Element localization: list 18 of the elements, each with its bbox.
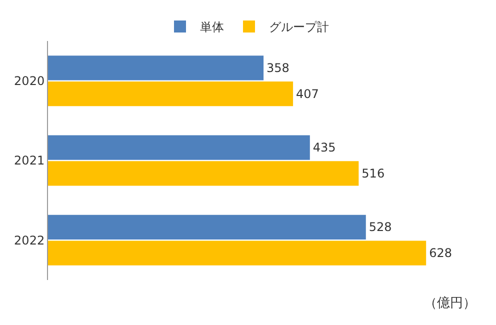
bar (48, 214, 366, 240)
y-tick-label: 2022 (14, 233, 45, 248)
bar (48, 161, 359, 186)
bar (48, 135, 310, 160)
data-label: 628 (429, 246, 452, 260)
data-label: 358 (266, 60, 290, 75)
data-label: 528 (368, 220, 392, 234)
y-tick-label: 2021 (14, 154, 45, 168)
y-tick-label: 2020 (14, 74, 45, 88)
bar (48, 81, 294, 106)
bar (48, 240, 426, 266)
data-label: 407 (296, 86, 319, 101)
legend-label: 単体 (200, 20, 224, 34)
text: （億円） (424, 296, 476, 311)
data-label: 516 (362, 166, 385, 180)
bar (48, 56, 264, 80)
legend-label: グループ計 (269, 20, 329, 34)
data-label: 435 (312, 140, 336, 155)
